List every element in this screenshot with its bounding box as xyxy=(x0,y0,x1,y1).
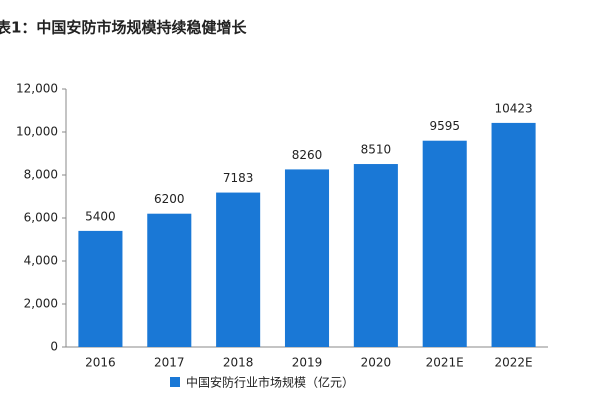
x-tick-label: 2016 xyxy=(85,356,116,370)
x-tick-label: 2021E xyxy=(426,356,464,370)
value-label: 8510 xyxy=(361,143,392,157)
legend-label: 中国安防行业市场规模（亿元） xyxy=(186,375,354,390)
y-tick-label: 6,000 xyxy=(24,211,58,225)
bar xyxy=(284,169,330,347)
value-label: 7183 xyxy=(223,171,254,185)
bar xyxy=(491,122,536,347)
x-tick-label: 2018 xyxy=(223,356,254,370)
bar xyxy=(147,213,192,347)
y-tick-label: 12,000 xyxy=(16,82,58,96)
x-tick-label: 2020 xyxy=(361,356,392,370)
x-tick-label: 2022E xyxy=(495,356,533,370)
bar xyxy=(353,164,398,347)
legend-swatch xyxy=(170,377,180,387)
value-label: 9595 xyxy=(429,119,460,133)
y-tick-label: 8,000 xyxy=(24,168,58,182)
value-label: 5400 xyxy=(85,209,116,223)
value-label: 8260 xyxy=(292,148,323,162)
y-tick-label: 4,000 xyxy=(24,254,58,268)
bar xyxy=(422,140,467,347)
y-tick-label: 2,000 xyxy=(24,297,58,311)
bar xyxy=(216,192,261,347)
value-label: 6200 xyxy=(154,192,185,206)
x-tick-label: 2017 xyxy=(154,356,185,370)
y-tick-label: 0 xyxy=(50,340,58,354)
x-tick-label: 2019 xyxy=(292,356,323,370)
y-tick-label: 10,000 xyxy=(16,125,58,139)
value-label: 10423 xyxy=(494,101,532,115)
bar xyxy=(78,230,123,347)
chart-title: 表1：中国安防市场规模持续稳健增长 xyxy=(0,19,247,37)
